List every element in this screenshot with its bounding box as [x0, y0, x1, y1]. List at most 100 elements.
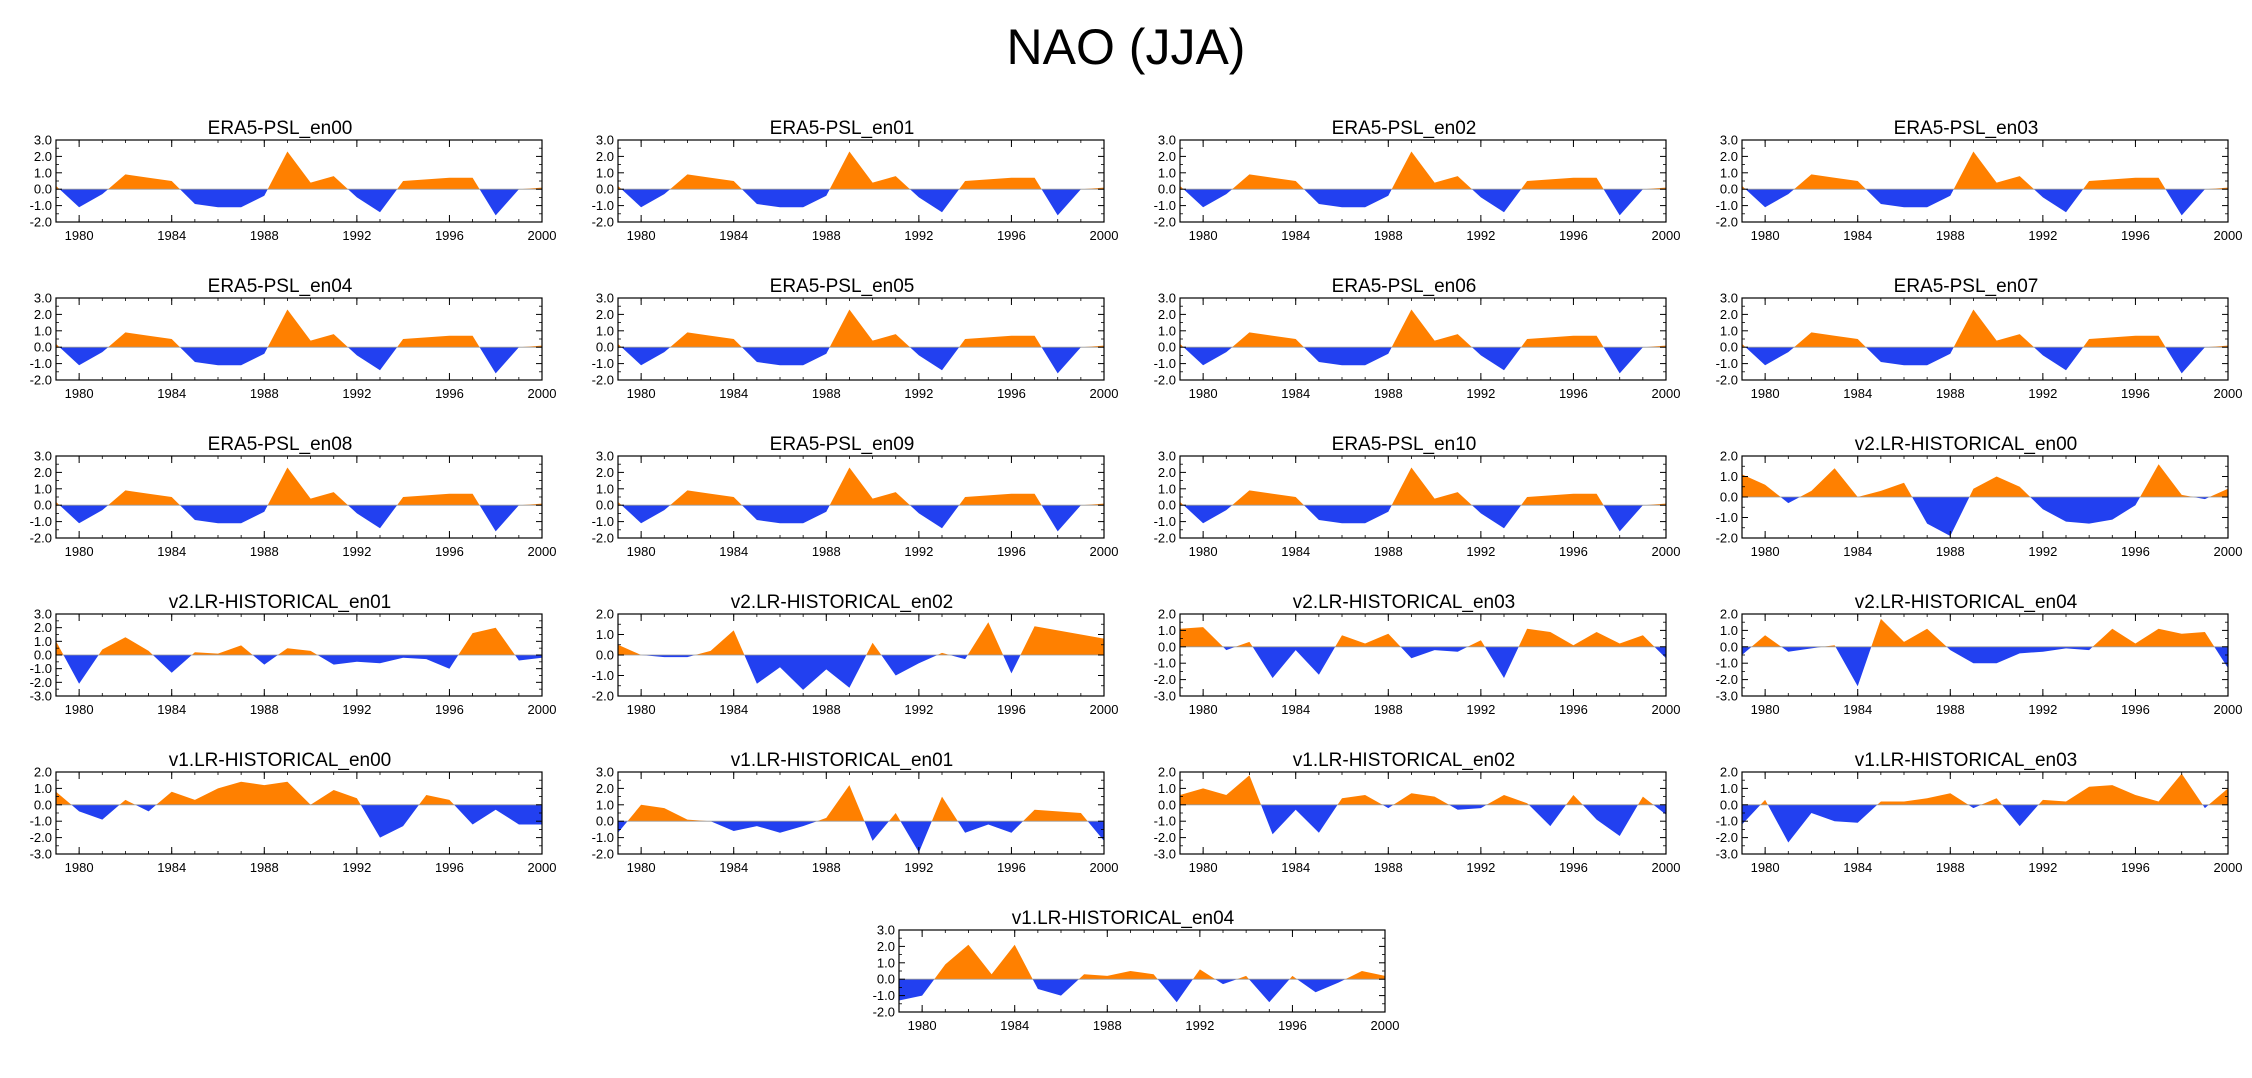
x-tick-label: 1984: [1843, 386, 1872, 401]
panel-title: v2.LR-HISTORICAL_en03: [1292, 592, 1516, 613]
y-tick-label: 0.0: [1158, 797, 1176, 812]
x-tick-label: 1988: [1093, 1018, 1122, 1033]
y-tick-label: -2.0: [873, 1005, 895, 1020]
y-tick-label: -2.0: [1154, 531, 1176, 546]
panel-plot: 3.02.01.0 0.0-1.0 -2.0 1980 1984 1988 1992 1996…: [592, 291, 1119, 402]
panel-v1-lr-historical-en04: v1.LR-HISTORICAL_en04 3.0 2.0 1.0 0.0 -1.0 -2.…: [843, 908, 1403, 1036]
y-tick-label: 3.0: [34, 291, 52, 306]
panel-title: ERA5-PSL_en04: [207, 276, 353, 297]
y-tick-label: 0.0: [1720, 797, 1738, 812]
panel-title: ERA5-PSL_en00: [207, 118, 353, 139]
y-tick-label: 0.0: [596, 498, 614, 513]
y-tick-label: 1.0: [34, 781, 52, 796]
y-tick-label: 2.0: [34, 465, 52, 480]
y-tick-label: -1.0: [592, 514, 614, 529]
y-tick-label: 1.0: [596, 627, 614, 642]
y-tick-label: -1.0: [1716, 656, 1738, 671]
x-tick-label: 1980: [1751, 544, 1780, 559]
negative-area: [56, 189, 542, 216]
y-tick-label: 2.0: [1720, 765, 1738, 780]
x-tick-label: 1984: [719, 544, 748, 559]
y-tick-label: -1.0: [1154, 198, 1176, 213]
y-tick-label: -1.0: [30, 814, 52, 829]
x-tick-label: 1996: [1559, 386, 1588, 401]
panel-plot: 2.01.00.0 -1.0-2.0 -3.0 1980 1984 1988 1992 199…: [1716, 765, 2243, 876]
y-tick-label: 2.0: [877, 939, 895, 954]
y-tick-label: 0.0: [1158, 340, 1176, 355]
panel-era5-psl-en07: ERA5-PSL_en07 3.0 2.0 1.0 0.0 -1.0 -2.0 1980 198…: [1686, 276, 2246, 404]
x-tick-label: 1980: [627, 860, 656, 875]
panel-v1-lr-historical-en01: v1.LR-HISTORICAL_en01 3.0 2.0 1.0 0.0 -1.0 -2.…: [562, 750, 1122, 878]
panel-plot: 3.02.01.0 0.0-1.0 -2.0 1980 1984 1988 1992 1996…: [592, 133, 1119, 244]
negative-area: [618, 821, 1104, 853]
negative-area: [1180, 646, 1666, 678]
y-tick-label: 1.0: [1720, 623, 1738, 638]
x-tick-label: 1980: [65, 228, 94, 243]
x-tick-label: 2000: [1090, 386, 1119, 401]
x-tick-label: 1996: [2121, 386, 2150, 401]
x-tick-label: 2000: [1090, 860, 1119, 875]
x-tick-label: 2000: [1090, 544, 1119, 559]
x-tick-label: 1988: [812, 544, 841, 559]
y-tick-label: 0.0: [1720, 490, 1738, 505]
panel-era5-psl-en01: ERA5-PSL_en01 3.0 2.0 1.0 0.0 -1.0 -2.0 1980 198…: [562, 118, 1122, 246]
panel-plot: 3.02.01.0 0.0-1.0 -2.0 1980 1984 1988 1992 1996…: [873, 923, 1400, 1034]
panel-plot: 3.02.01.0 0.0-1.0 -2.0 1980 1984 1988 1992 1996…: [1154, 133, 1681, 244]
x-tick-label: 1988: [812, 386, 841, 401]
x-tick-label: 1992: [904, 544, 933, 559]
x-tick-label: 1988: [1936, 544, 1965, 559]
x-tick-label: 2000: [1090, 702, 1119, 717]
x-tick-label: 1996: [1559, 228, 1588, 243]
y-tick-label: 2.0: [1158, 307, 1176, 322]
positive-area: [618, 151, 1104, 190]
x-tick-label: 1984: [157, 702, 186, 717]
y-tick-label: -2.0: [592, 689, 614, 704]
negative-area: [1742, 804, 2228, 843]
y-tick-label: -1.0: [1154, 814, 1176, 829]
x-tick-label: 1980: [1189, 228, 1218, 243]
x-tick-label: 1980: [1189, 544, 1218, 559]
x-tick-label: 1984: [1281, 228, 1310, 243]
panel-title: v2.LR-HISTORICAL_en04: [1854, 592, 2078, 613]
x-tick-label: 1996: [2121, 228, 2150, 243]
y-tick-label: 1.0: [1720, 165, 1738, 180]
y-tick-label: 2.0: [34, 620, 52, 635]
x-tick-label: 2000: [528, 544, 557, 559]
x-tick-label: 1984: [1843, 228, 1872, 243]
negative-area: [1180, 804, 1666, 836]
y-tick-label: -3.0: [1154, 847, 1176, 862]
y-tick-label: 0.0: [34, 648, 52, 663]
x-tick-label: 1996: [435, 544, 464, 559]
y-tick-label: -3.0: [1716, 689, 1738, 704]
y-tick-label: 3.0: [596, 133, 614, 148]
x-tick-label: 1984: [1843, 860, 1872, 875]
y-tick-label: 0.0: [1720, 639, 1738, 654]
x-tick-label: 1984: [157, 386, 186, 401]
panel-title: ERA5-PSL_en03: [1893, 118, 2039, 139]
x-tick-label: 1984: [719, 386, 748, 401]
panel-plot: 3.02.01.0 0.0-1.0 -2.0 1980 1984 1988 1992 1996…: [30, 291, 557, 402]
x-tick-label: 1996: [435, 702, 464, 717]
x-tick-label: 1996: [2121, 544, 2150, 559]
y-tick-label: 2.0: [1158, 149, 1176, 164]
x-tick-label: 1988: [250, 702, 279, 717]
negative-area: [618, 189, 1104, 216]
x-tick-label: 1996: [1559, 544, 1588, 559]
x-tick-label: 1992: [1185, 1018, 1214, 1033]
x-tick-label: 1988: [1374, 702, 1403, 717]
y-tick-label: 3.0: [1720, 133, 1738, 148]
positive-area: [56, 151, 542, 190]
panel-title: ERA5-PSL_en01: [769, 118, 915, 139]
y-tick-label: -1.0: [1154, 656, 1176, 671]
positive-area: [1742, 309, 2228, 348]
panel-title: ERA5-PSL_en07: [1893, 276, 2039, 297]
x-tick-label: 1988: [250, 228, 279, 243]
x-tick-label: 2000: [1652, 386, 1681, 401]
positive-area: [899, 944, 1385, 980]
x-tick-label: 2000: [1652, 228, 1681, 243]
positive-area: [1742, 151, 2228, 190]
y-tick-label: 1.0: [34, 165, 52, 180]
y-tick-label: 0.0: [34, 498, 52, 513]
panel-era5-psl-en05: ERA5-PSL_en05 3.0 2.0 1.0 0.0 -1.0 -2.0 1980 198…: [562, 276, 1122, 404]
panel-era5-psl-en03: ERA5-PSL_en03 3.0 2.0 1.0 0.0 -1.0 -2.0 1980 198…: [1686, 118, 2246, 246]
